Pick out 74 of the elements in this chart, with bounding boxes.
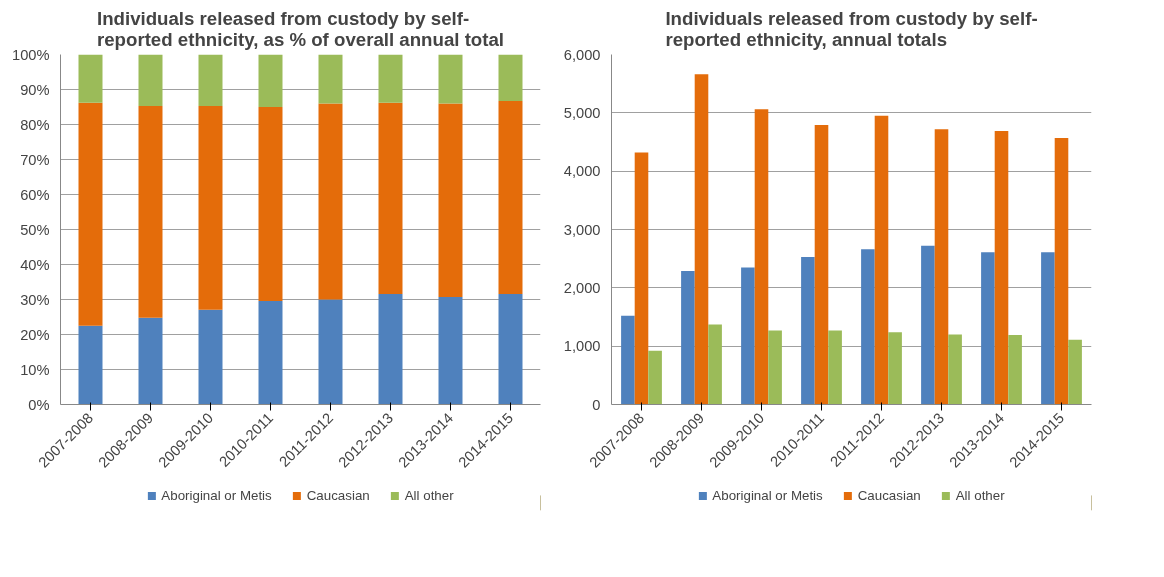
bar	[814, 125, 829, 405]
bar	[754, 109, 769, 405]
y-tick-label: 60%	[20, 186, 50, 203]
bar	[498, 293, 523, 405]
bar	[934, 129, 949, 405]
y-tick-label: 30%	[20, 291, 50, 308]
bar	[648, 350, 662, 405]
bar	[438, 54, 463, 104]
y-tick-label: 2,000	[563, 279, 601, 296]
y-tick-label: 70%	[20, 151, 50, 168]
bar	[1008, 335, 1022, 405]
y-tick-label: 90%	[20, 81, 50, 98]
bar	[138, 105, 163, 318]
legend-label: Caucasian	[857, 487, 921, 503]
bar	[694, 74, 709, 405]
bar	[258, 107, 283, 301]
bar	[498, 101, 523, 294]
bar	[78, 325, 103, 405]
bar	[258, 300, 283, 405]
bar	[921, 245, 935, 405]
chart-title: Individuals released from custody by self-reported ethnicity, as % of overall annual total	[96, 7, 505, 50]
bar	[78, 102, 103, 326]
bar	[861, 249, 875, 405]
bar	[258, 54, 283, 107]
y-tick-label: 6,000	[563, 46, 601, 63]
bar	[318, 103, 343, 300]
y-tick-label: 0	[592, 396, 601, 413]
y-tick-label: 3,000	[563, 221, 601, 238]
y-tick-label: 40%	[20, 256, 50, 273]
bar	[378, 102, 403, 294]
bar	[78, 54, 103, 103]
bar	[1054, 137, 1069, 405]
y-tick-label: 100%	[12, 46, 50, 63]
bar	[994, 130, 1009, 405]
bar	[138, 317, 163, 405]
bar	[888, 332, 902, 405]
legend-label: Aboriginal or Metis	[712, 487, 823, 503]
bar	[828, 330, 842, 405]
bar	[198, 105, 223, 310]
bar	[1041, 252, 1055, 405]
y-tick-label: 1,000	[563, 338, 601, 355]
bar	[438, 103, 463, 298]
chart-title: Individuals released from custody by self-reported ethnicity, annual totals	[665, 7, 1038, 50]
bar	[741, 267, 755, 405]
bar	[198, 309, 223, 405]
bar	[634, 152, 649, 405]
bar	[708, 324, 722, 405]
bar	[318, 54, 343, 104]
y-tick-label: 80%	[20, 116, 50, 133]
bar	[378, 293, 403, 405]
bar	[768, 330, 782, 405]
bar	[681, 270, 695, 405]
bar	[948, 334, 962, 405]
y-tick-label: 0%	[28, 396, 50, 413]
legend-label: Aboriginal or Metis	[161, 487, 272, 503]
y-tick-label: 10%	[20, 361, 50, 378]
bar	[198, 54, 223, 106]
y-tick-label: 50%	[20, 221, 50, 238]
bar	[981, 252, 995, 405]
legend-label: All other	[404, 487, 454, 503]
bar	[438, 297, 463, 405]
bar	[498, 54, 523, 102]
bar	[1068, 339, 1082, 405]
bar	[801, 256, 815, 405]
legend-label: All other	[955, 487, 1005, 503]
bar	[378, 54, 403, 103]
bar	[874, 115, 889, 405]
y-tick-label: 4,000	[563, 163, 601, 180]
bar	[318, 299, 343, 405]
y-tick-label: 5,000	[563, 104, 601, 121]
y-tick-label: 20%	[20, 326, 50, 343]
bar	[621, 315, 635, 405]
bar	[138, 54, 163, 106]
legend-label: Caucasian	[306, 487, 370, 503]
